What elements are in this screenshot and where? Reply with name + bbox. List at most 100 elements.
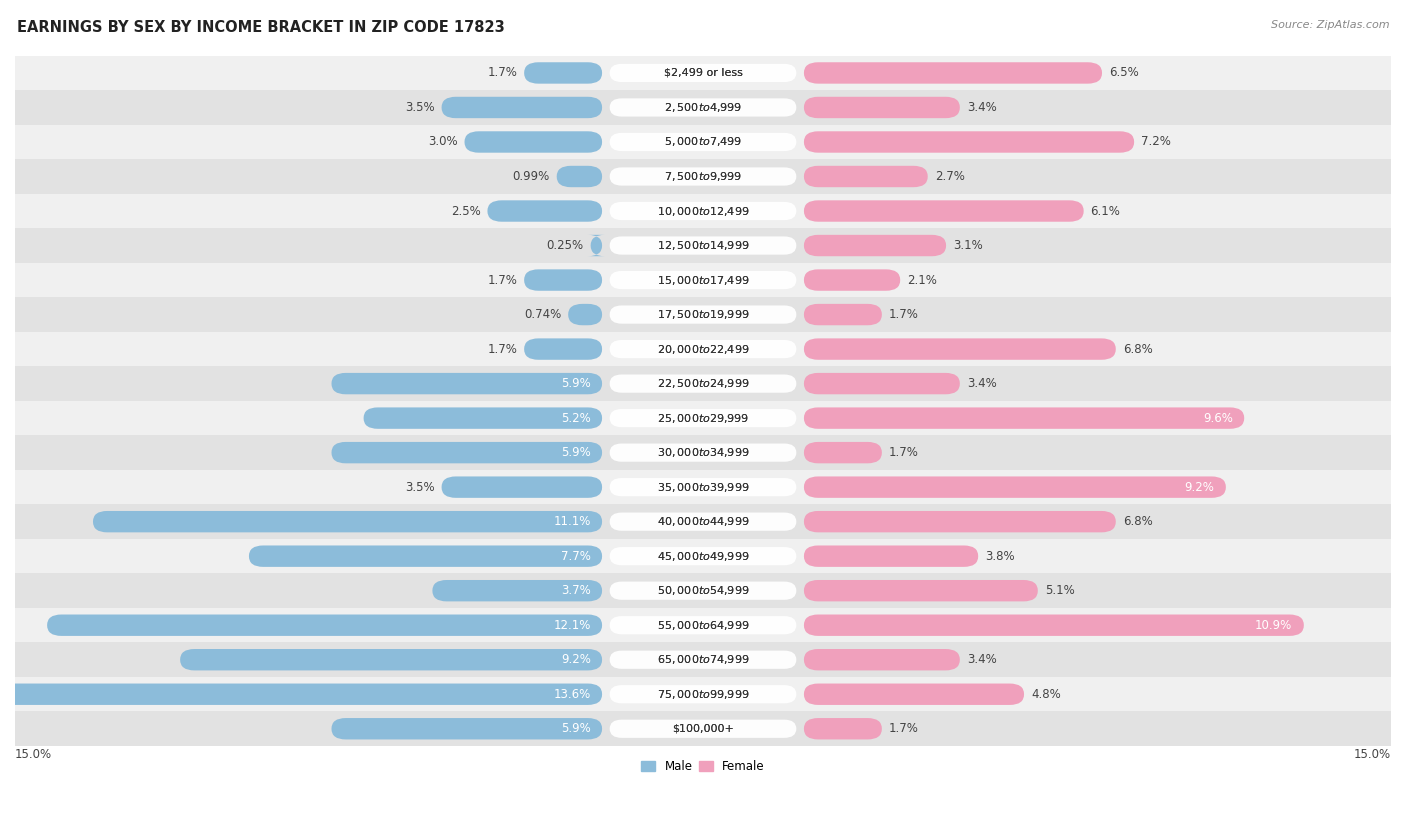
FancyBboxPatch shape <box>804 373 960 394</box>
Text: $50,000 to $54,999: $50,000 to $54,999 <box>657 584 749 597</box>
Text: $100,000+: $100,000+ <box>672 724 734 733</box>
Text: $7,500 to $9,999: $7,500 to $9,999 <box>664 170 742 183</box>
FancyBboxPatch shape <box>249 545 602 567</box>
FancyBboxPatch shape <box>180 649 602 671</box>
FancyBboxPatch shape <box>557 166 602 187</box>
Text: $45,000 to $49,999: $45,000 to $49,999 <box>657 549 749 562</box>
Bar <box>15 400 1391 435</box>
FancyBboxPatch shape <box>804 131 1135 153</box>
FancyBboxPatch shape <box>524 339 602 360</box>
FancyBboxPatch shape <box>610 650 796 669</box>
Text: $10,000 to $12,499: $10,000 to $12,499 <box>657 204 749 217</box>
Text: $35,000 to $39,999: $35,000 to $39,999 <box>657 480 749 493</box>
Bar <box>15 366 1391 400</box>
Text: 3.4%: 3.4% <box>967 653 997 666</box>
Text: $75,000 to $99,999: $75,000 to $99,999 <box>657 688 749 701</box>
FancyBboxPatch shape <box>464 131 602 153</box>
Text: $55,000 to $64,999: $55,000 to $64,999 <box>657 619 749 632</box>
FancyBboxPatch shape <box>804 97 960 118</box>
Bar <box>15 263 1391 297</box>
FancyBboxPatch shape <box>524 62 602 84</box>
Bar <box>15 539 1391 573</box>
Text: $2,500 to $4,999: $2,500 to $4,999 <box>664 101 742 114</box>
Bar <box>15 228 1391 263</box>
Legend: Male, Female: Male, Female <box>637 755 769 778</box>
FancyBboxPatch shape <box>804 269 900 291</box>
Text: 2.1%: 2.1% <box>907 274 936 287</box>
FancyBboxPatch shape <box>610 271 796 289</box>
FancyBboxPatch shape <box>804 615 1303 636</box>
Text: 6.8%: 6.8% <box>1122 515 1153 528</box>
Bar <box>15 711 1391 746</box>
Text: 9.2%: 9.2% <box>1184 480 1215 493</box>
FancyBboxPatch shape <box>804 200 1084 221</box>
Text: $5,000 to $7,499: $5,000 to $7,499 <box>664 135 742 148</box>
FancyBboxPatch shape <box>568 304 602 326</box>
FancyBboxPatch shape <box>364 408 602 429</box>
Text: 6.8%: 6.8% <box>1122 343 1153 356</box>
FancyBboxPatch shape <box>332 373 602 394</box>
Text: $10,000 to $12,499: $10,000 to $12,499 <box>657 204 749 217</box>
Text: 3.0%: 3.0% <box>427 135 457 148</box>
Text: $15,000 to $17,499: $15,000 to $17,499 <box>657 274 749 287</box>
Text: 3.5%: 3.5% <box>405 480 434 493</box>
FancyBboxPatch shape <box>48 615 602 636</box>
FancyBboxPatch shape <box>804 234 946 256</box>
Text: $50,000 to $54,999: $50,000 to $54,999 <box>657 584 749 597</box>
Text: 5.9%: 5.9% <box>561 377 591 390</box>
Text: 3.7%: 3.7% <box>561 584 591 597</box>
Text: 1.7%: 1.7% <box>889 446 918 459</box>
Text: 4.8%: 4.8% <box>1031 688 1060 701</box>
Text: 1.7%: 1.7% <box>889 308 918 321</box>
FancyBboxPatch shape <box>610 63 796 82</box>
Text: $65,000 to $74,999: $65,000 to $74,999 <box>657 653 749 666</box>
Text: $15,000 to $17,499: $15,000 to $17,499 <box>657 274 749 287</box>
FancyBboxPatch shape <box>804 718 882 739</box>
FancyBboxPatch shape <box>804 408 1244 429</box>
FancyBboxPatch shape <box>804 649 960 671</box>
Text: 1.7%: 1.7% <box>889 722 918 735</box>
Text: 3.4%: 3.4% <box>967 377 997 390</box>
Text: 2.5%: 2.5% <box>451 204 481 217</box>
Text: $17,500 to $19,999: $17,500 to $19,999 <box>657 308 749 321</box>
Text: 9.6%: 9.6% <box>1204 412 1233 425</box>
Text: 3.5%: 3.5% <box>405 101 434 114</box>
Text: $45,000 to $49,999: $45,000 to $49,999 <box>657 549 749 562</box>
FancyBboxPatch shape <box>804 684 1024 705</box>
FancyBboxPatch shape <box>332 442 602 463</box>
Bar <box>15 608 1391 642</box>
Text: 10.9%: 10.9% <box>1256 619 1292 632</box>
Bar <box>15 677 1391 711</box>
Text: 3.8%: 3.8% <box>986 549 1015 562</box>
FancyBboxPatch shape <box>610 478 796 497</box>
FancyBboxPatch shape <box>610 202 796 220</box>
Text: $65,000 to $74,999: $65,000 to $74,999 <box>657 653 749 666</box>
Text: $25,000 to $29,999: $25,000 to $29,999 <box>657 412 749 425</box>
Text: 12.1%: 12.1% <box>553 619 591 632</box>
FancyBboxPatch shape <box>610 98 796 116</box>
Text: 6.5%: 6.5% <box>1109 67 1139 80</box>
Text: $12,500 to $14,999: $12,500 to $14,999 <box>657 239 749 252</box>
Text: $25,000 to $29,999: $25,000 to $29,999 <box>657 412 749 425</box>
Text: 15.0%: 15.0% <box>15 748 52 761</box>
Bar <box>15 55 1391 90</box>
Text: $5,000 to $7,499: $5,000 to $7,499 <box>664 135 742 148</box>
FancyBboxPatch shape <box>804 304 882 326</box>
Text: 1.7%: 1.7% <box>488 274 517 287</box>
Text: $40,000 to $44,999: $40,000 to $44,999 <box>657 515 749 528</box>
FancyBboxPatch shape <box>804 166 928 187</box>
Text: 1.7%: 1.7% <box>488 343 517 356</box>
Text: $30,000 to $34,999: $30,000 to $34,999 <box>657 446 749 459</box>
Bar <box>15 642 1391 677</box>
Bar <box>15 297 1391 332</box>
Text: $100,000+: $100,000+ <box>672 724 734 733</box>
Text: $75,000 to $99,999: $75,000 to $99,999 <box>657 688 749 701</box>
Text: 3.4%: 3.4% <box>967 101 997 114</box>
FancyBboxPatch shape <box>610 513 796 531</box>
FancyBboxPatch shape <box>804 545 979 567</box>
Bar <box>15 573 1391 608</box>
FancyBboxPatch shape <box>610 305 796 324</box>
Text: $2,499 or less: $2,499 or less <box>664 68 742 78</box>
FancyBboxPatch shape <box>804 442 882 463</box>
Text: 13.6%: 13.6% <box>554 688 591 701</box>
